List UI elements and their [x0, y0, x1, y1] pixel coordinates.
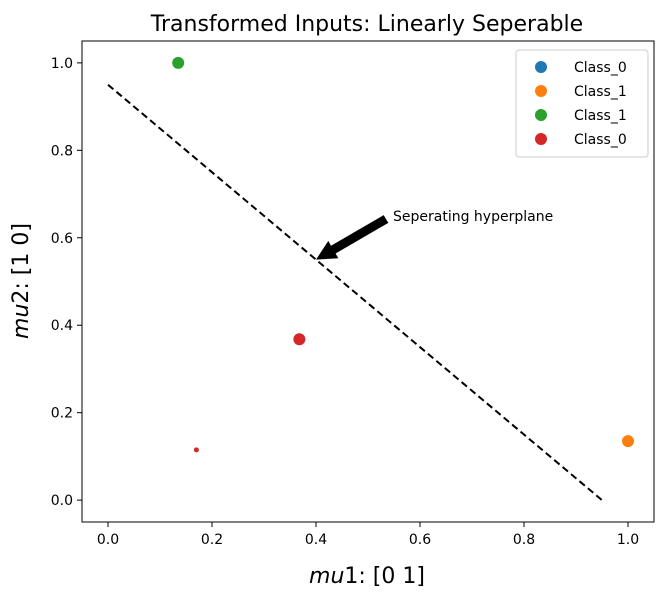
- axis-label-math: mu: [9, 304, 34, 339]
- legend-label: Class_0: [574, 132, 627, 148]
- x-tick-label: 0.2: [201, 532, 223, 548]
- plot-area-frame: [81, 40, 655, 523]
- y-tick-label: 0.4: [51, 318, 73, 334]
- axis-label-text: 1: [0 1]: [344, 564, 425, 589]
- x-tick-label: 1.0: [617, 532, 639, 548]
- y-tick-label: 0.2: [51, 406, 73, 422]
- y-tick-label: 0.6: [51, 231, 73, 247]
- legend-label: Class_1: [574, 108, 627, 124]
- scatter-point: [622, 435, 634, 448]
- legend-frame: [515, 49, 649, 158]
- x-axis-ticks: 0.0 0.2 0.4 0.6 0.8 1.0: [97, 522, 639, 548]
- scatter-point: [193, 447, 199, 453]
- scatter-point: [172, 56, 185, 69]
- x-tick-label: 0.0: [97, 532, 119, 548]
- x-tick-label: 0.8: [513, 532, 535, 548]
- axis-label-math: mu: [309, 564, 344, 589]
- y-tick-label: 0.0: [51, 493, 73, 509]
- data-points: [172, 56, 634, 453]
- legend: Class_0 Class_1 Class_1 Class_0: [515, 49, 649, 158]
- legend-marker: [535, 85, 547, 97]
- axis-label-text: 2: [1 0]: [9, 223, 34, 304]
- annotation-arrow: [316, 215, 389, 260]
- separating-hyperplane-group: [107, 83, 603, 501]
- legend-marker: [535, 133, 547, 145]
- legend-marker: [535, 61, 547, 73]
- legend-label: Class_0: [574, 60, 627, 76]
- y-tick-label: 0.8: [51, 143, 73, 159]
- legend-marker: [535, 109, 547, 121]
- legend-label: Class_1: [574, 84, 627, 100]
- y-axis-ticks: 0.0 0.2 0.4 0.6 0.8 1.0: [51, 56, 82, 509]
- x-axis-label: mu1: [0 1]: [309, 564, 425, 589]
- chart-title: Transformed Inputs: Linearly Seperable: [150, 12, 583, 37]
- annotation-group: Seperating hyperplane: [316, 209, 553, 260]
- scatter-point: [293, 333, 306, 346]
- x-tick-label: 0.6: [409, 532, 431, 548]
- x-tick-label: 0.4: [305, 532, 327, 548]
- separating-hyperplane-line: [107, 83, 603, 501]
- y-tick-label: 1.0: [51, 56, 73, 72]
- annotation-label: Seperating hyperplane: [393, 209, 553, 225]
- y-axis-label: mu2: [1 0]: [9, 223, 34, 339]
